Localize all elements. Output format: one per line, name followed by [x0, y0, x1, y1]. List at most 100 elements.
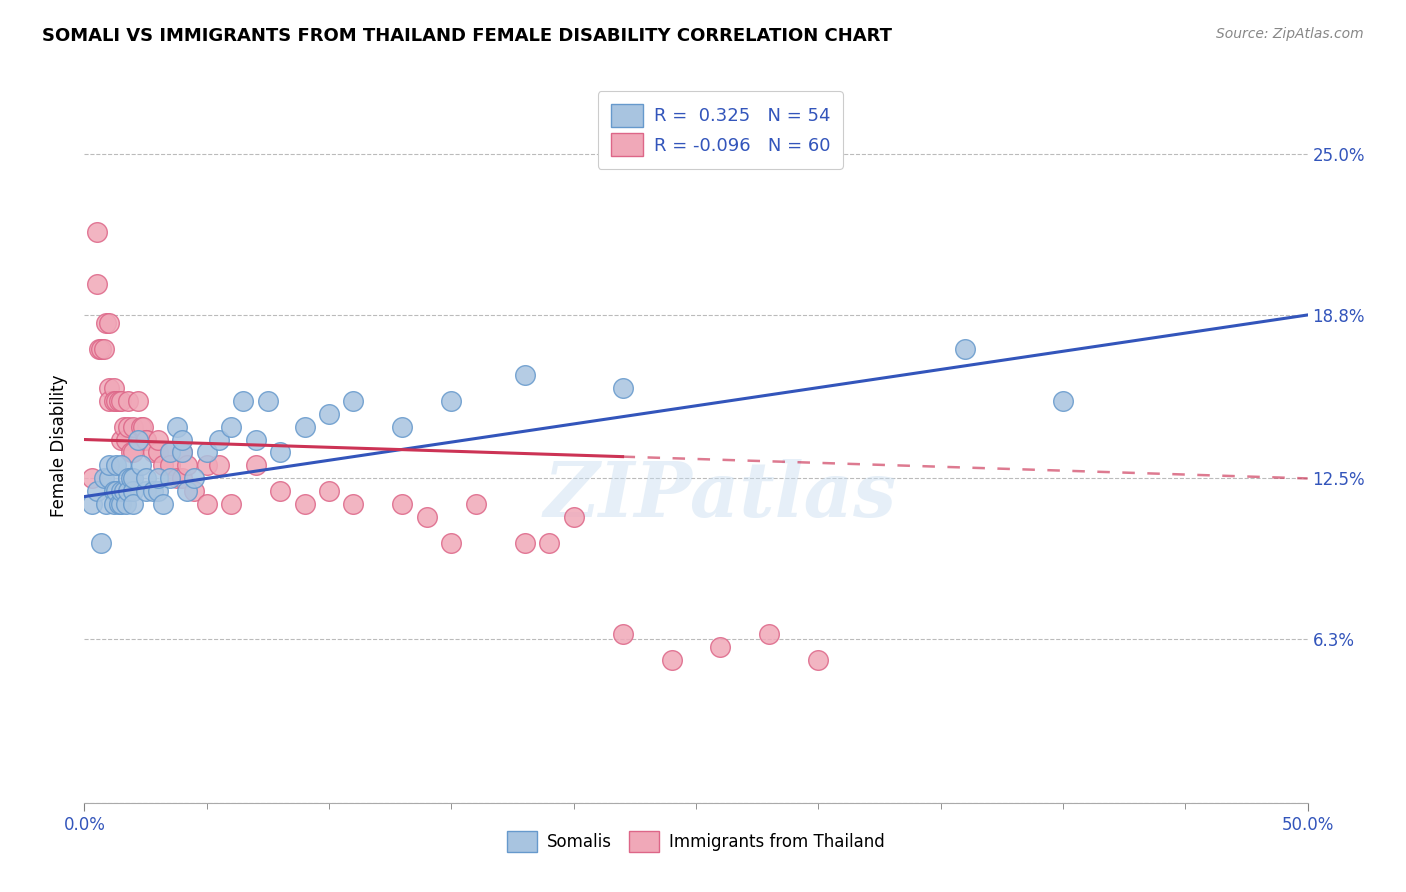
Point [86, 484, 108, 499]
Point [183, 471, 205, 485]
Point [132, 419, 155, 434]
Point [86, 225, 108, 239]
Point [97, 393, 120, 408]
Point [103, 381, 125, 395]
Point [257, 393, 280, 408]
Point [269, 445, 291, 459]
Point [103, 393, 125, 408]
Point [176, 484, 198, 499]
Text: SOMALI VS IMMIGRANTS FROM THAILAND FEMALE DISABILITY CORRELATION CHART: SOMALI VS IMMIGRANTS FROM THAILAND FEMAL… [42, 27, 893, 45]
Point [661, 653, 683, 667]
Point [172, 445, 194, 459]
Point [612, 381, 634, 395]
Point [115, 497, 138, 511]
Text: ZIPatlas: ZIPatlas [544, 459, 897, 533]
Point [86, 277, 108, 291]
Point [513, 368, 536, 382]
Point [96, 316, 118, 330]
Point [159, 458, 181, 473]
Point [122, 471, 145, 485]
Point [219, 419, 242, 434]
Point [110, 484, 132, 499]
Point [709, 640, 731, 654]
Point [232, 393, 254, 408]
Point [93, 342, 115, 356]
Point [183, 484, 205, 499]
Point [90, 342, 112, 356]
Legend: Somalis, Immigrants from Thailand: Somalis, Immigrants from Thailand [501, 824, 891, 859]
Point [103, 497, 125, 511]
Point [80, 471, 103, 485]
Point [245, 433, 267, 447]
Point [152, 458, 174, 473]
Point [953, 342, 976, 356]
Point [87, 342, 110, 356]
Point [318, 484, 340, 499]
Point [538, 536, 561, 550]
Point [195, 497, 218, 511]
Point [97, 316, 120, 330]
Point [115, 433, 138, 447]
Point [96, 497, 118, 511]
Point [513, 536, 536, 550]
Point [105, 393, 128, 408]
Point [112, 484, 135, 499]
Point [562, 510, 585, 524]
Y-axis label: Female Disability: Female Disability [51, 375, 69, 517]
Point [135, 471, 157, 485]
Point [110, 393, 132, 408]
Point [142, 445, 165, 459]
Point [122, 484, 145, 499]
Point [391, 497, 413, 511]
Point [80, 497, 103, 511]
Point [110, 497, 132, 511]
Point [318, 407, 340, 421]
Point [117, 393, 139, 408]
Point [117, 419, 139, 434]
Point [342, 497, 364, 511]
Point [612, 627, 634, 641]
Point [245, 458, 267, 473]
Point [342, 393, 364, 408]
Point [146, 433, 169, 447]
Point [440, 393, 463, 408]
Point [464, 497, 486, 511]
Point [110, 458, 132, 473]
Point [135, 433, 157, 447]
Point [807, 653, 830, 667]
Point [122, 497, 145, 511]
Point [127, 433, 149, 447]
Point [172, 445, 194, 459]
Point [152, 497, 174, 511]
Point [122, 419, 145, 434]
Point [112, 419, 135, 434]
Point [103, 484, 125, 499]
Point [416, 510, 439, 524]
Point [166, 419, 188, 434]
Point [93, 471, 115, 485]
Point [758, 627, 780, 641]
Point [105, 484, 128, 499]
Point [159, 471, 181, 485]
Point [208, 433, 231, 447]
Point [97, 471, 120, 485]
Point [269, 484, 291, 499]
Point [146, 445, 169, 459]
Point [159, 445, 181, 459]
Point [195, 458, 218, 473]
Point [122, 445, 145, 459]
Point [135, 433, 157, 447]
Point [127, 393, 149, 408]
Point [219, 497, 242, 511]
Point [120, 471, 142, 485]
Point [172, 471, 194, 485]
Point [208, 458, 231, 473]
Point [97, 381, 120, 395]
Point [146, 471, 169, 485]
Text: Source: ZipAtlas.com: Source: ZipAtlas.com [1216, 27, 1364, 41]
Point [129, 419, 152, 434]
Point [120, 445, 142, 459]
Point [391, 419, 413, 434]
Point [195, 445, 218, 459]
Point [159, 445, 181, 459]
